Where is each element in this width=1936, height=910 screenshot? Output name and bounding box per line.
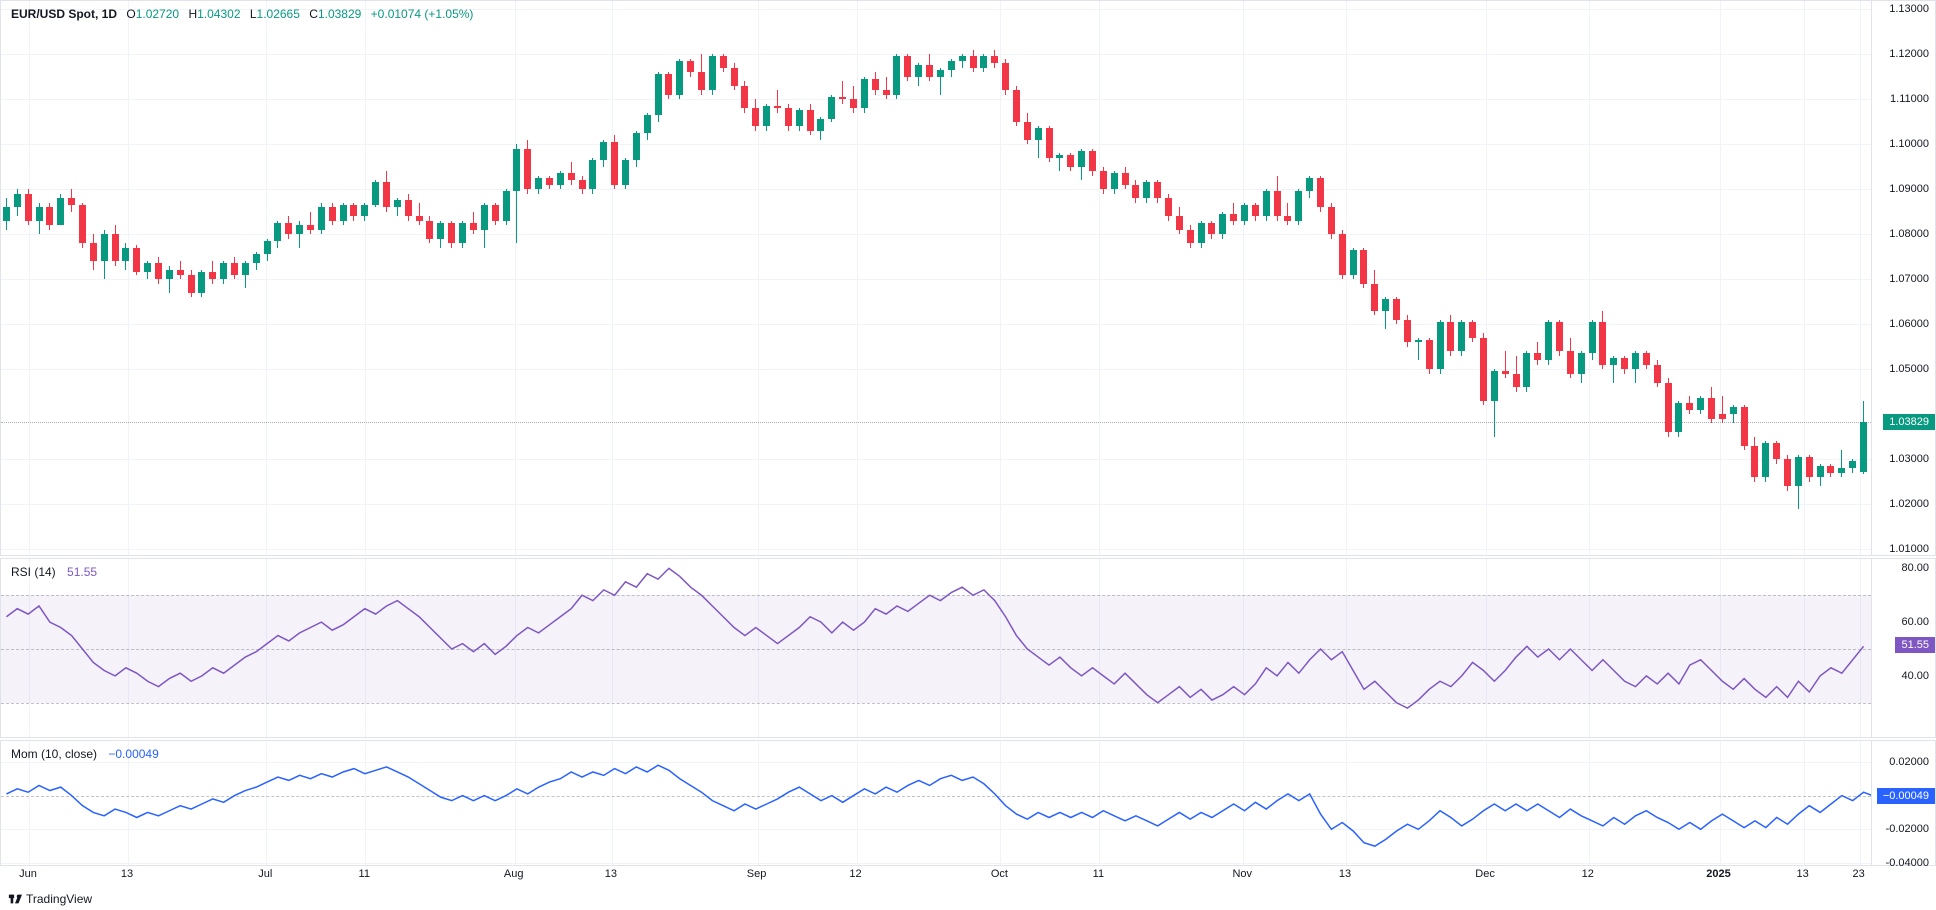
x-tick: 13 [1339, 868, 1351, 880]
rsi-pane[interactable]: RSI (14) 51.55 80.00 60.00 40.00 51.55 [0, 558, 1936, 738]
x-tick: 2025 [1706, 868, 1730, 880]
price-y-axis[interactable]: 1.01000 1.02000 1.03000 1.05000 1.06000 1.070… [1871, 1, 1935, 555]
mom-pane[interactable]: Mom (10, close) −0.00049 0.02000 -0.02000… [0, 740, 1936, 866]
ohlc-low: 1.02665 [257, 7, 300, 21]
rsi-label: RSI (14) [11, 565, 56, 579]
rsi-plot[interactable] [1, 559, 1871, 737]
y-tick: 1.02000 [1889, 498, 1929, 510]
x-tick: 13 [605, 868, 617, 880]
chart-container: EUR/USD Spot, 1D O1.02720 H1.04302 L1.02… [0, 0, 1936, 910]
time-axis[interactable]: Jun 13 Jul 11 Aug 13 Sep 12 Oct 11 Nov 13 Dec 12 2025 1… [0, 866, 1936, 888]
x-tick: Dec [1475, 868, 1495, 880]
y-tick: -0.02000 [1886, 823, 1929, 835]
price-pane[interactable]: EUR/USD Spot, 1D O1.02720 H1.04302 L1.02… [0, 0, 1936, 556]
rsi-line [1, 559, 1871, 737]
x-tick: 23 [1853, 868, 1865, 880]
x-tick: Jun [19, 868, 37, 880]
x-tick: Oct [991, 868, 1008, 880]
x-tick: 13 [1796, 868, 1808, 880]
x-tick: 13 [121, 868, 133, 880]
branding: TradingView [8, 892, 92, 906]
y-tick: 0.02000 [1889, 756, 1929, 768]
symbol-label: EUR/USD Spot, 1D [11, 7, 117, 21]
x-tick: 11 [359, 868, 370, 880]
mom-line [1, 741, 1871, 865]
price-plot[interactable] [1, 1, 1871, 555]
x-tick: Sep [747, 868, 767, 880]
y-tick: 40.00 [1901, 670, 1929, 682]
y-tick: 1.06000 [1889, 318, 1929, 330]
ohlc-open: 1.02720 [136, 7, 179, 21]
price-current-badge: 1.03829 [1883, 414, 1935, 430]
y-tick: 1.03000 [1889, 453, 1929, 465]
y-tick: 80.00 [1901, 562, 1929, 574]
y-tick: 1.09000 [1889, 183, 1929, 195]
y-tick: 1.10000 [1889, 138, 1929, 150]
x-tick: 11 [1093, 868, 1104, 880]
tradingview-logo-icon [8, 892, 22, 906]
mom-y-axis[interactable]: 0.02000-0.02000-0.04000−0.00049 [1871, 741, 1935, 865]
x-tick: Nov [1232, 868, 1252, 880]
mom-value: −0.00049 [108, 747, 158, 761]
rsi-value: 51.55 [67, 565, 97, 579]
y-tick: 1.13000 [1889, 3, 1929, 15]
y-tick: 1.12000 [1889, 48, 1929, 60]
ohlc-change: +0.01074 (+1.05%) [371, 7, 474, 21]
y-tick: 1.08000 [1889, 228, 1929, 240]
y-tick: 1.07000 [1889, 273, 1929, 285]
x-tick: Jul [258, 868, 272, 880]
x-tick: 12 [849, 868, 861, 880]
y-tick: 1.01000 [1889, 543, 1929, 555]
y-tick: 1.11000 [1890, 93, 1929, 105]
price-legend: EUR/USD Spot, 1D O1.02720 H1.04302 L1.02… [11, 7, 473, 21]
x-tick: 12 [1582, 868, 1594, 880]
rsi-current-badge: 51.55 [1895, 637, 1935, 653]
rsi-y-axis[interactable]: 80.00 60.00 40.00 51.55 [1871, 559, 1935, 737]
y-tick: 1.05000 [1889, 363, 1929, 375]
mom-legend: Mom (10, close) −0.00049 [11, 747, 159, 761]
mom-label: Mom (10, close) [11, 747, 97, 761]
y-tick: 60.00 [1901, 616, 1929, 628]
rsi-legend: RSI (14) 51.55 [11, 565, 97, 579]
ohlc-high: 1.04302 [197, 7, 240, 21]
mom-current-badge: −0.00049 [1877, 788, 1935, 804]
ohlc-close: 1.03829 [318, 7, 361, 21]
x-tick: Aug [504, 868, 524, 880]
mom-plot[interactable] [1, 741, 1871, 865]
